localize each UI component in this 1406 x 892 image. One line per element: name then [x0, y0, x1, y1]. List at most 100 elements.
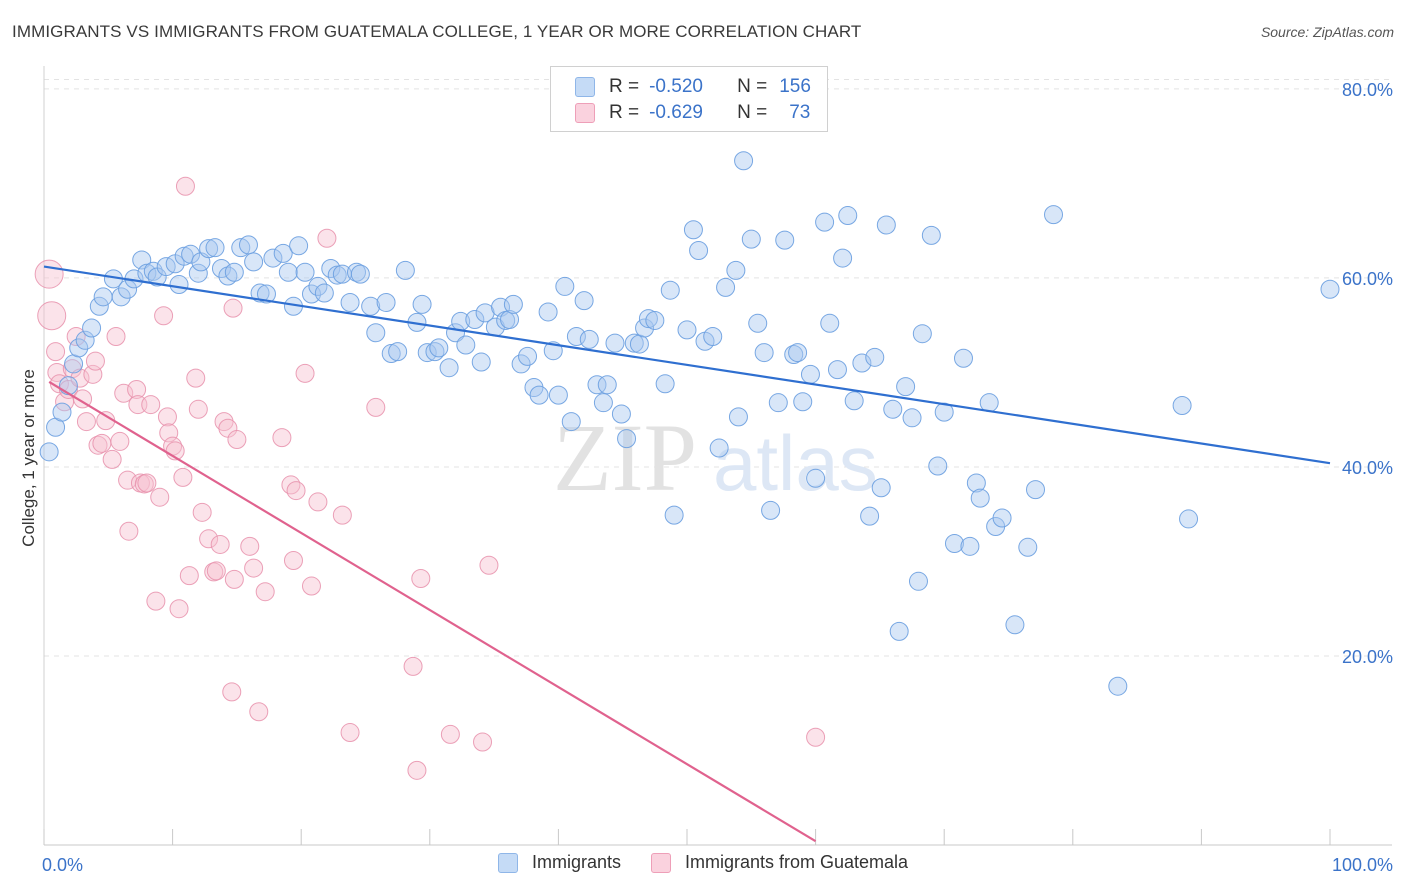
- data-point: [223, 298, 243, 318]
- legend-label-guatemala: Immigrants from Guatemala: [684, 852, 909, 872]
- data-point: [928, 456, 948, 476]
- data-point: [179, 566, 199, 586]
- data-point: [238, 235, 258, 255]
- data-point: [289, 236, 309, 256]
- data-point: [224, 569, 244, 589]
- data-point: [456, 335, 476, 355]
- data-point: [624, 333, 644, 353]
- data-point: [471, 352, 491, 372]
- data-point: [944, 534, 964, 554]
- x-tick-label: 100.0%: [1332, 855, 1393, 875]
- data-point: [587, 375, 607, 395]
- data-point: [92, 433, 112, 453]
- data-point: [281, 475, 301, 495]
- legend-swatch-pink: [650, 852, 671, 873]
- data-point: [175, 176, 195, 196]
- data-point: [157, 407, 177, 427]
- trendlines: [43, 265, 1331, 843]
- legend-n-label: N =: [737, 102, 768, 123]
- data-point: [439, 358, 459, 378]
- data-point: [89, 296, 109, 316]
- data-point: [728, 407, 748, 427]
- data-point: [407, 760, 427, 780]
- data-point: [255, 582, 275, 602]
- data-point: [199, 239, 219, 259]
- data-point: [761, 500, 781, 520]
- data-point: [388, 342, 408, 362]
- watermark: ZIP atlas: [553, 404, 878, 511]
- correlation-legend: R = -0.520 N = 156 R = -0.629 N = 73: [550, 66, 828, 132]
- data-point: [865, 347, 885, 367]
- data-point: [47, 362, 67, 382]
- data-point: [703, 327, 723, 347]
- axes: [43, 66, 1392, 846]
- data-point: [205, 238, 225, 258]
- data-point: [561, 412, 581, 432]
- data-point: [605, 333, 625, 353]
- data-point: [111, 287, 131, 307]
- data-point: [272, 428, 292, 448]
- data-point: [286, 481, 306, 501]
- data-point: [908, 571, 928, 591]
- data-point: [1320, 279, 1340, 299]
- data-point: [188, 263, 208, 283]
- data-point: [127, 379, 147, 399]
- data-point: [741, 229, 761, 249]
- data-point: [181, 244, 201, 264]
- legend-item-immigrants: Immigrants: [497, 852, 621, 873]
- data-point: [806, 468, 826, 488]
- data-point: [249, 702, 269, 722]
- data-point: [960, 536, 980, 556]
- data-point: [244, 558, 264, 578]
- data-point: [361, 296, 381, 316]
- data-point: [579, 329, 599, 349]
- legend-swatch-blue: [575, 77, 595, 97]
- data-point: [150, 487, 170, 507]
- data-point: [141, 395, 161, 415]
- data-point: [114, 383, 134, 403]
- legend-row-immigrants: R = -0.520 N = 156: [575, 75, 811, 99]
- data-point: [301, 576, 321, 596]
- data-point: [174, 246, 194, 266]
- data-point: [256, 284, 276, 304]
- data-point: [1044, 205, 1064, 225]
- data-point: [154, 306, 174, 326]
- data-point: [250, 283, 270, 303]
- data-point: [788, 343, 808, 363]
- data-point: [871, 478, 891, 498]
- data-point: [82, 318, 102, 338]
- data-point: [425, 342, 445, 362]
- data-point: [52, 402, 72, 422]
- data-point: [548, 385, 568, 405]
- data-point: [283, 551, 303, 571]
- data-point: [889, 621, 909, 641]
- data-point: [726, 260, 746, 280]
- data-point: [188, 399, 208, 419]
- data-point: [734, 151, 754, 171]
- data-point: [169, 599, 189, 619]
- data-point: [838, 206, 858, 226]
- data-point: [597, 375, 617, 395]
- data-point: [340, 293, 360, 312]
- y-tick-label: 80.0%: [1342, 80, 1393, 100]
- data-point: [883, 399, 903, 419]
- data-point: [511, 354, 531, 374]
- y-axis-label: College, 1 year or more: [19, 369, 38, 547]
- data-point: [518, 346, 538, 366]
- data-point: [638, 309, 658, 329]
- data-point: [1108, 676, 1128, 696]
- data-point: [677, 320, 697, 340]
- chart-title: IMMIGRANTS VS IMMIGRANTS FROM GUATEMALA …: [12, 22, 862, 41]
- data-point: [70, 368, 90, 388]
- data-point: [1005, 615, 1025, 635]
- data-point: [793, 392, 813, 412]
- data-point: [75, 330, 95, 350]
- legend-n-value: 156: [779, 76, 811, 97]
- data-point: [186, 368, 206, 388]
- data-point: [645, 310, 665, 330]
- data-point: [332, 505, 352, 525]
- data-point: [58, 376, 78, 396]
- data-point: [34, 259, 64, 289]
- data-point: [629, 334, 649, 354]
